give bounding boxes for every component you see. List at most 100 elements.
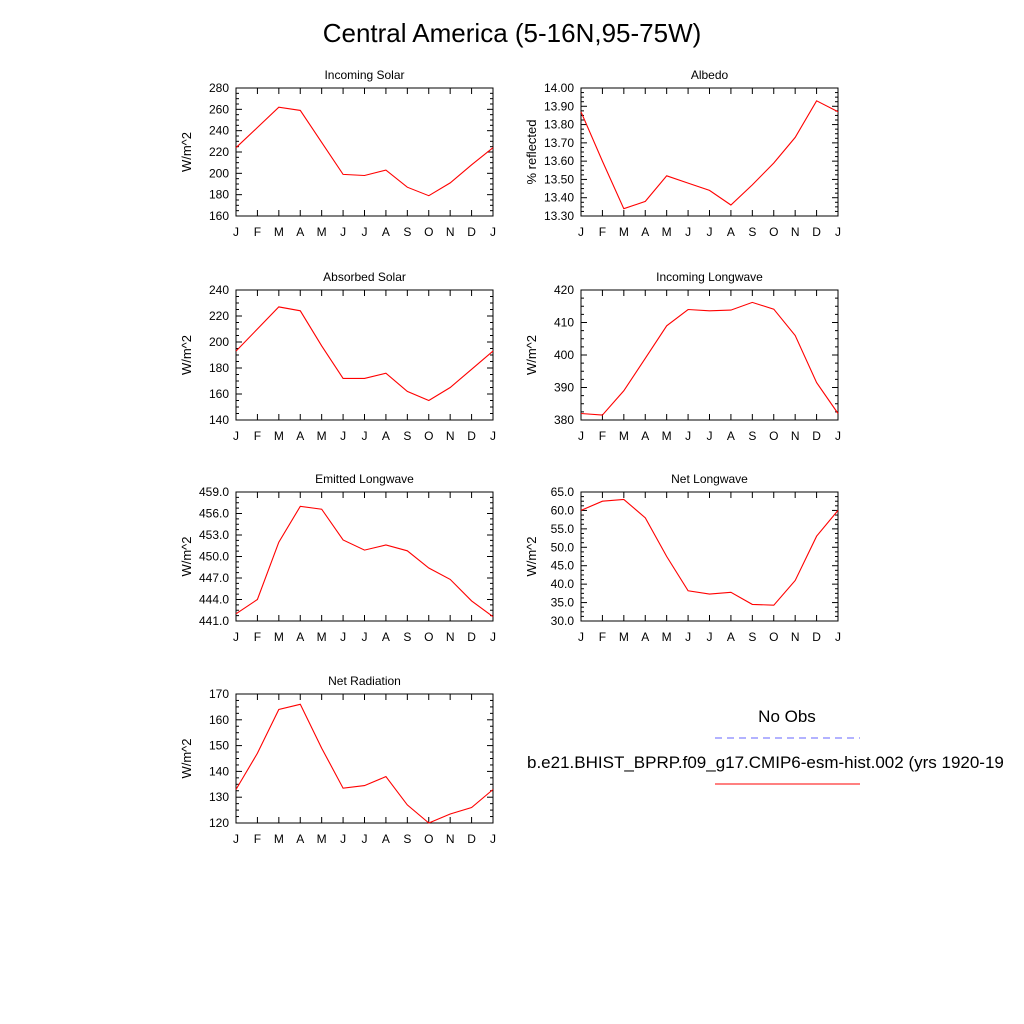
x-tick-label: J <box>362 429 368 443</box>
x-tick-label: M <box>274 429 284 443</box>
x-tick-label: N <box>446 630 455 644</box>
x-tick-label: F <box>254 630 261 644</box>
y-tick-label: 140 <box>209 413 229 427</box>
x-tick-label: A <box>296 832 304 846</box>
y-tick-label: 410 <box>554 316 574 330</box>
x-tick-label: J <box>490 630 496 644</box>
x-tick-label: J <box>233 429 239 443</box>
figure-title: Central America (5-16N,95-75W) <box>322 18 702 48</box>
x-tick-label: S <box>748 630 756 644</box>
y-tick-label: 260 <box>209 102 229 116</box>
y-tick-label: 14.00 <box>544 81 574 95</box>
legend: No Obs b.e21.BHIST_BPRP.f09_g17.CMIP6-es… <box>527 707 1004 785</box>
x-tick-label: A <box>727 630 735 644</box>
x-tick-label: M <box>274 832 284 846</box>
y-tick-label: 459.0 <box>199 485 229 499</box>
x-tick-label: O <box>424 630 433 644</box>
series-line <box>580 100 839 210</box>
series-line <box>235 505 494 618</box>
x-tick-label: F <box>599 429 606 443</box>
y-tick-label: 13.90 <box>544 99 574 113</box>
x-tick-label: J <box>835 630 841 644</box>
y-tick-label: 453.0 <box>199 528 229 542</box>
panel-title: Net Radiation <box>328 674 401 688</box>
y-tick-label: 13.80 <box>544 118 574 132</box>
x-tick-label: A <box>727 429 735 443</box>
x-tick-label: O <box>424 429 433 443</box>
x-tick-label: M <box>274 630 284 644</box>
x-tick-label: M <box>317 429 327 443</box>
plot-frame <box>235 491 494 622</box>
x-tick-label: J <box>685 630 691 644</box>
x-tick-label: M <box>619 225 629 239</box>
x-tick-label: J <box>490 832 496 846</box>
y-tick-label: 13.50 <box>544 172 574 186</box>
plot-frame <box>235 289 494 421</box>
x-tick-label: M <box>662 429 672 443</box>
x-tick-label: S <box>403 630 411 644</box>
x-tick-label: J <box>578 429 584 443</box>
y-tick-label: 220 <box>209 145 229 159</box>
panel-title: Absorbed Solar <box>323 270 406 284</box>
x-tick-label: S <box>748 225 756 239</box>
y-axis-label: W/m^2 <box>179 335 194 375</box>
y-tick-label: 160 <box>209 713 229 727</box>
panel-title: Net Longwave <box>671 472 748 486</box>
x-tick-label: J <box>362 630 368 644</box>
x-tick-label: F <box>254 225 261 239</box>
x-tick-label: J <box>578 225 584 239</box>
y-tick-label: 50.0 <box>551 540 575 554</box>
y-axis-label: % reflected <box>524 119 539 184</box>
x-tick-label: S <box>403 832 411 846</box>
x-tick-label: J <box>233 225 239 239</box>
x-tick-label: O <box>769 429 778 443</box>
x-tick-label: N <box>446 429 455 443</box>
x-tick-label: J <box>707 429 713 443</box>
y-tick-label: 180 <box>209 188 229 202</box>
y-tick-label: 55.0 <box>551 522 575 536</box>
y-tick-label: 65.0 <box>551 485 575 499</box>
x-tick-label: O <box>769 225 778 239</box>
x-tick-label: O <box>769 630 778 644</box>
x-tick-label: M <box>274 225 284 239</box>
x-tick-label: F <box>599 630 606 644</box>
y-tick-label: 447.0 <box>199 571 229 585</box>
plot-frame <box>580 289 839 421</box>
y-tick-label: 420 <box>554 283 574 297</box>
x-tick-label: J <box>340 225 346 239</box>
y-axis-label: W/m^2 <box>179 738 194 778</box>
y-tick-label: 13.30 <box>544 209 574 223</box>
x-tick-label: D <box>812 429 821 443</box>
y-tick-label: 200 <box>209 166 229 180</box>
x-tick-label: M <box>619 429 629 443</box>
x-tick-label: A <box>296 630 304 644</box>
x-tick-label: N <box>791 630 800 644</box>
x-tick-label: A <box>382 429 390 443</box>
y-tick-label: 444.0 <box>199 593 229 607</box>
y-tick-label: 60.0 <box>551 503 575 517</box>
x-tick-label: A <box>382 832 390 846</box>
plot-frame <box>235 693 494 824</box>
x-tick-label: O <box>424 832 433 846</box>
x-tick-label: M <box>619 630 629 644</box>
x-tick-label: J <box>835 429 841 443</box>
x-tick-label: A <box>382 225 390 239</box>
y-tick-label: 240 <box>209 124 229 138</box>
x-tick-label: J <box>685 225 691 239</box>
y-tick-label: 13.60 <box>544 154 574 168</box>
y-tick-label: 280 <box>209 81 229 95</box>
x-tick-label: J <box>340 630 346 644</box>
y-tick-label: 45.0 <box>551 559 575 573</box>
plot-frame <box>235 87 494 217</box>
x-tick-label: A <box>382 630 390 644</box>
y-tick-label: 200 <box>209 335 229 349</box>
panel-title: Albedo <box>691 68 729 82</box>
y-tick-label: 120 <box>209 816 229 830</box>
x-tick-label: D <box>812 225 821 239</box>
x-tick-label: F <box>254 429 261 443</box>
series-line <box>235 106 494 197</box>
